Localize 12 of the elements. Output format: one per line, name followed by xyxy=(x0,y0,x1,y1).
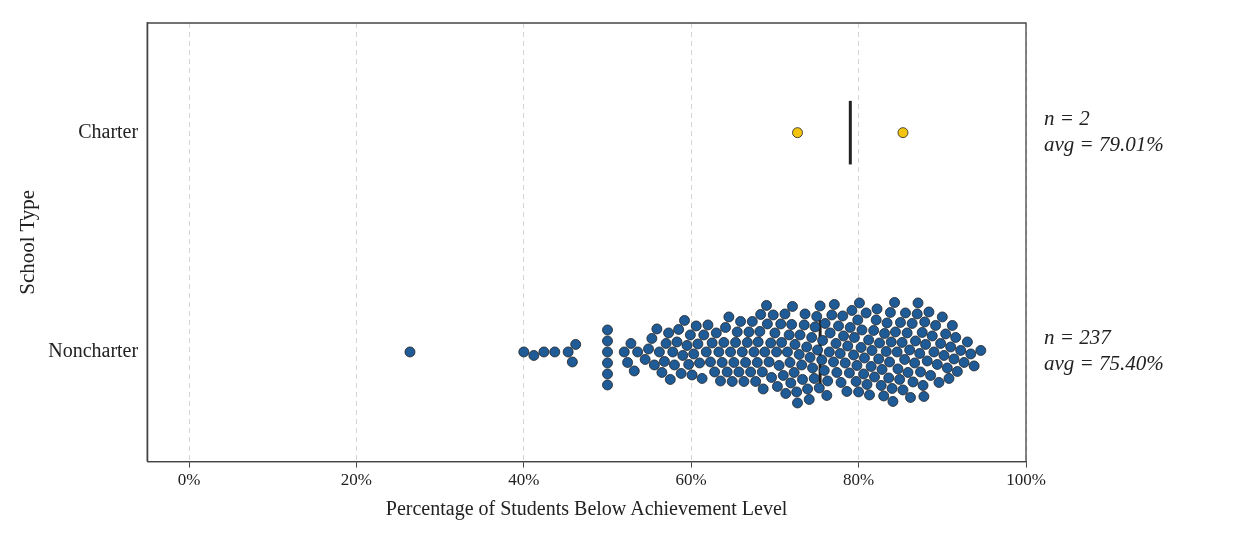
x-tick-label: 0% xyxy=(177,470,201,490)
text: n = 237 avg = 75.40% xyxy=(1044,325,1164,376)
y-tick-label: Charter xyxy=(78,119,139,142)
y-axis-title: School Type xyxy=(15,189,40,295)
x-tick-label: 80% xyxy=(843,470,875,490)
x-axis-title: Percentage of Students Below Achievement Level xyxy=(385,497,788,521)
x-tick-label: 40% xyxy=(508,470,540,490)
x-tick-label: 100% xyxy=(1006,470,1046,490)
y-tick-label: Noncharter xyxy=(48,339,139,362)
text: n = 2 avg = 79.01% xyxy=(1044,106,1164,157)
x-tick-label: 60% xyxy=(675,470,707,490)
x-tick-label: 20% xyxy=(340,470,372,490)
